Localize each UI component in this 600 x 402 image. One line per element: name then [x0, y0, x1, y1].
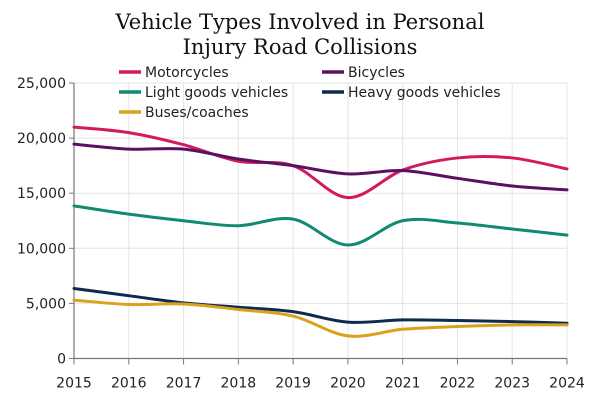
series-light-goods-vehicles — [72, 204, 569, 247]
series-bicycles — [72, 142, 569, 192]
y-tick-label: 20,000 — [17, 131, 66, 147]
legend-label: Motorcycles — [145, 65, 229, 81]
x-tick-label: 2024 — [549, 376, 585, 392]
legend-item: Bicycles — [322, 65, 405, 81]
y-tick-label: 0 — [57, 352, 66, 368]
x-tick-label: 2019 — [275, 376, 311, 392]
legend-label: Heavy goods vehicles — [348, 85, 501, 101]
legend-label: Buses/coaches — [145, 105, 249, 121]
y-tick-label: 5,000 — [26, 296, 66, 312]
series-buses-coaches — [72, 298, 569, 338]
legend-item: Motorcycles — [119, 65, 229, 81]
legend-item: Light goods vehicles — [119, 85, 288, 101]
chart-title-line-2: Injury Road Collisions — [183, 35, 418, 59]
legend-item: Heavy goods vehicles — [322, 85, 501, 101]
chart-title-line-1: Vehicle Types Involved in Personal — [115, 10, 485, 34]
y-tick-label: 15,000 — [17, 186, 66, 202]
series-line — [72, 287, 569, 325]
x-tick-label: 2020 — [330, 376, 366, 392]
x-tick-label: 2021 — [385, 376, 421, 392]
series-line — [72, 142, 569, 192]
x-tick-label: 2017 — [166, 376, 202, 392]
series-line — [72, 125, 569, 200]
x-tick-label: 2023 — [494, 376, 530, 392]
x-tick-label: 2016 — [111, 376, 147, 392]
legend-label: Light goods vehicles — [145, 85, 288, 101]
x-tick-label: 2022 — [440, 376, 476, 392]
y-tick-label: 10,000 — [17, 241, 66, 257]
legend-label: Bicycles — [348, 65, 405, 81]
legend-item: Buses/coaches — [119, 105, 249, 121]
series-line — [72, 298, 569, 338]
series-line — [72, 204, 569, 247]
x-tick-label: 2018 — [221, 376, 257, 392]
series-motorcycles — [72, 125, 569, 200]
x-tick-label: 2015 — [56, 376, 92, 392]
y-tick-label: 25,000 — [17, 76, 66, 92]
